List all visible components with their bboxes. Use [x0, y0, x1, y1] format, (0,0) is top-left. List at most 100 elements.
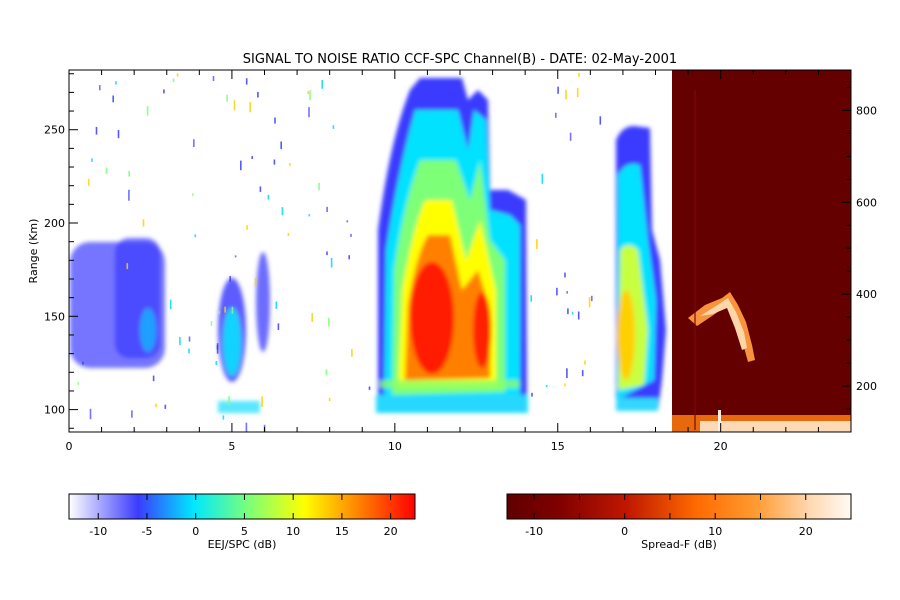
noise-speck [212, 76, 215, 81]
noise-speck [541, 173, 544, 184]
noise-speck [257, 91, 259, 98]
noise-speck [216, 345, 219, 350]
x-axis: 0 5 10 15 20 [66, 70, 852, 453]
noise-speck [131, 410, 133, 418]
x-tick-label: 10 [388, 440, 402, 453]
noise-speck [287, 232, 290, 236]
noise-speck [128, 189, 130, 201]
noise-speck [188, 348, 190, 354]
noise-speck [233, 100, 236, 111]
spread-f-vertical-streak [718, 410, 721, 432]
eej-blob-early-cyan [140, 308, 156, 352]
data-layer [70, 70, 851, 432]
noise-speck [112, 95, 114, 103]
noise-speck [226, 94, 228, 102]
noise-speck [193, 139, 195, 147]
noise-speck [330, 257, 333, 268]
noise-speck [126, 263, 129, 270]
noise-speck [325, 369, 328, 376]
eej-late-floor [616, 398, 658, 411]
noise-speck [234, 255, 237, 258]
noise-speck [215, 361, 218, 365]
noise-speck [351, 349, 353, 357]
noise-speck [82, 361, 84, 365]
noise-speck [99, 85, 101, 91]
eej-blob-mid-floor [218, 401, 260, 413]
eej-main-red-core [410, 262, 454, 374]
y-tick-label: 250 [44, 124, 65, 137]
noise-speck [531, 392, 533, 397]
noise-speck [240, 160, 242, 171]
spread-f-plume [688, 292, 755, 362]
noise-speck [95, 126, 98, 135]
colorbar-eej-gradient [68, 493, 416, 520]
spread-f-background [672, 70, 851, 432]
colorbar-eej-label: EEJ/SPC (dB) [208, 538, 277, 551]
noise-speck [224, 306, 226, 313]
colorbar-spread-f: -10 0 10 20 Spread-F (dB) [506, 493, 852, 551]
eej-late-yellow-core [617, 290, 635, 380]
noise-speck [321, 80, 323, 89]
noise-speck [246, 225, 248, 230]
noise-speck [564, 383, 566, 387]
noise-speck [277, 323, 280, 330]
noise-speck [328, 317, 330, 327]
noise-speck [307, 91, 309, 94]
noise-speck [179, 336, 181, 346]
noise-specks [77, 72, 602, 432]
noise-speck [155, 403, 157, 408]
noise-speck [578, 72, 580, 77]
noise-speck [105, 167, 108, 174]
noise-speck [567, 308, 569, 315]
noise-speck [368, 386, 371, 390]
noise-speck [281, 207, 284, 216]
colorbar-tick-label: -10 [89, 525, 107, 538]
eej-main-floor [376, 395, 528, 413]
noise-speck [192, 193, 194, 196]
noise-speck [569, 132, 572, 141]
noise-speck [163, 89, 165, 94]
x-tick-label: 0 [66, 440, 73, 453]
noise-speck [172, 78, 175, 83]
noise-speck [194, 234, 197, 238]
noise-speck [229, 276, 231, 282]
noise-speck [328, 397, 331, 402]
noise-speck [274, 117, 276, 124]
colorbar-spread-f-ticks: -10 0 10 20 [525, 494, 852, 538]
noise-speck [332, 125, 335, 129]
eej-blob-mid-cyan [223, 308, 241, 376]
eej-main-floor-bright [380, 380, 520, 388]
noise-speck [581, 370, 584, 377]
noise-speck [249, 102, 251, 113]
colorbar-eej-ticks: -10 -5 0 5 10 15 20 [89, 494, 398, 538]
noise-speck [142, 219, 145, 227]
noise-speck [326, 206, 328, 212]
colorbar-eej: -10 -5 0 5 10 15 20 EEJ/SPC (dB) [68, 493, 416, 551]
noise-speck [218, 310, 221, 315]
noise-speck [565, 89, 567, 100]
noise-speck [169, 299, 172, 310]
noise-speck [308, 214, 311, 217]
noise-speck [261, 396, 263, 407]
eej-blob-mid-blue-2 [256, 252, 270, 352]
noise-speck [326, 251, 328, 256]
x-tick-label: 20 [714, 440, 728, 453]
noise-speck [259, 186, 262, 192]
colorbar-tick-label: 20 [799, 525, 813, 538]
noise-speck [545, 384, 548, 387]
noise-speck [254, 278, 257, 287]
noise-speck [91, 158, 93, 162]
noise-speck [245, 422, 248, 432]
noise-speck [77, 382, 80, 385]
noise-speck [308, 107, 310, 118]
colorbar-tick-label: 20 [384, 525, 398, 538]
noise-speck [556, 287, 558, 296]
colorbar-spread-f-label: Spread-F (dB) [641, 538, 717, 551]
y-axis-right: 200 400 600 800 [842, 86, 877, 433]
colorbar-tick-label: 5 [241, 525, 248, 538]
noise-speck [557, 86, 559, 94]
colorbar-tick-label: 0 [621, 525, 628, 538]
eej-main-red-core-2 [473, 292, 491, 368]
